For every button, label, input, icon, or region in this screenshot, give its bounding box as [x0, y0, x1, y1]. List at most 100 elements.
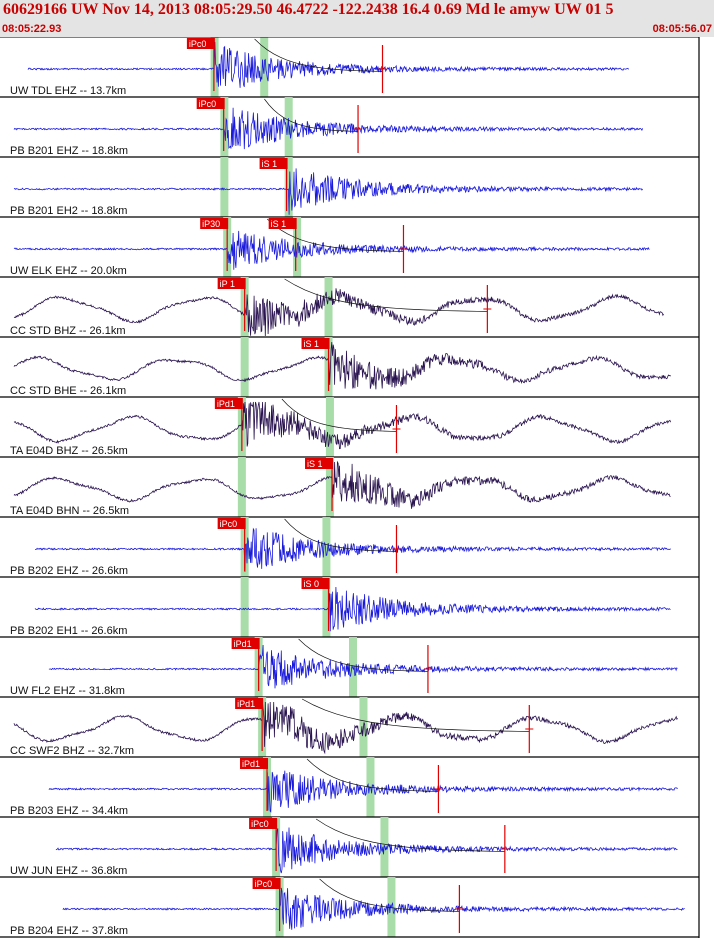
pick-label-box: [252, 878, 281, 889]
pick-label-box: [301, 338, 330, 349]
coda-curve: [266, 218, 404, 252]
pick-label-box: [249, 818, 278, 829]
pick-label-box: [200, 218, 229, 229]
waveform: [13, 401, 671, 450]
pick-label-box: [268, 218, 297, 229]
trace-panel: iPc0 UW TDL EHZ -- 13.7km: [0, 37, 699, 98]
station-label: TA E04D BHZ -- 26.5km: [10, 445, 128, 457]
header-bar: 60629166 UW Nov 14, 2013 08:05:29.50 46.…: [0, 0, 714, 37]
coda-curve: [264, 98, 359, 132]
trace-panel: iS 1 CC STD BHE -- 26.1km: [0, 337, 699, 398]
arrival-window: [240, 337, 249, 397]
pick-label: iP30: [202, 219, 220, 229]
pick-label-box: [214, 398, 243, 409]
pick-label: iPc0: [251, 819, 269, 829]
station-label: CC STD BHE -- 26.1km: [10, 385, 126, 397]
station-label: PB B202 EH1 -- 26.6km: [10, 625, 127, 637]
pick-label: iS 1: [307, 459, 323, 469]
pick-label: iPd1: [237, 699, 255, 709]
trace-panel: iS 1 TA E04D BHN -- 26.5km: [0, 457, 699, 518]
pick-label-box: [196, 98, 225, 109]
station-label: PB B204 EHZ -- 37.8km: [10, 925, 128, 937]
waveform: [34, 586, 671, 632]
coda-curve: [315, 818, 505, 852]
pick-label: iPc0: [199, 99, 217, 109]
station-label: TA E04D BHN -- 26.5km: [10, 505, 129, 517]
waveform: [48, 770, 678, 813]
trace-panel: iP30 iS 1 UW ELK EHZ -- 20.0km: [0, 217, 699, 278]
trace-panel: iPd1 UW FL2 EHZ -- 31.8km: [0, 637, 699, 698]
pick-label: iPd1: [234, 639, 252, 649]
waveform: [13, 168, 643, 215]
pick-label-box: [186, 38, 215, 49]
station-label: PB B201 EHZ -- 18.8km: [10, 145, 128, 157]
arrival-window: [240, 577, 249, 637]
arrival-window: [325, 397, 334, 457]
coda-curve: [319, 878, 460, 912]
pick-label: iPc0: [255, 879, 273, 889]
arrival-window: [324, 277, 333, 337]
arrival-window: [325, 457, 334, 517]
arrival-window: [322, 517, 331, 577]
arrival-window: [237, 457, 246, 517]
station-label: UW ELK EHZ -- 20.0km: [10, 265, 127, 277]
waveform: [13, 341, 671, 390]
pick-label: iS 0: [304, 579, 320, 589]
pick-label-box: [301, 578, 330, 589]
station-label: UW TDL EHZ -- 13.7km: [10, 85, 126, 97]
trace-panel: iPd1 PB B203 EHZ -- 34.4km: [0, 757, 699, 818]
station-label: UW FL2 EHZ -- 31.8km: [10, 685, 125, 697]
pick-label-box: [231, 638, 260, 649]
arrival-window: [348, 637, 357, 697]
waveform: [55, 827, 678, 874]
coda-curve: [284, 278, 488, 312]
waveform: [13, 107, 643, 150]
pick-label: iS 1: [262, 159, 278, 169]
arrival-window: [322, 577, 331, 637]
pick-label-box: [259, 158, 288, 169]
coda-curve: [298, 638, 428, 672]
end-time: 08:05:56.07: [652, 23, 712, 35]
arrival-window: [220, 157, 229, 217]
station-label: CC SWF2 BHZ -- 32.7km: [10, 745, 134, 757]
start-time: 08:05:22.93: [2, 23, 62, 35]
waveform: [13, 230, 650, 270]
pick-label: iPd1: [242, 759, 260, 769]
trace-panel: iS 1 PB B201 EH2 -- 18.8km: [0, 157, 699, 218]
arrival-window: [284, 157, 293, 217]
waveform: [48, 644, 678, 689]
coda-curve: [281, 398, 397, 432]
pick-label-box: [217, 278, 246, 289]
coda-curve: [306, 758, 439, 792]
trace-panel: iS 0 PB B202 EH1 -- 26.6km: [0, 577, 699, 638]
trace-panel: iPc0 PB B202 EHZ -- 26.6km: [0, 517, 699, 578]
pick-label: iS 1: [304, 339, 320, 349]
pick-label: iPc0: [220, 519, 238, 529]
pick-label-box: [305, 458, 334, 469]
waveform: [62, 887, 685, 930]
event-title: 60629166 UW Nov 14, 2013 08:05:29.50 46.…: [3, 1, 614, 18]
station-label: PB B202 EHZ -- 26.6km: [10, 565, 128, 577]
station-label: CC STD BHZ -- 26.1km: [10, 325, 126, 337]
pick-label: iS 1: [271, 219, 287, 229]
pick-label-box: [217, 518, 246, 529]
waveform: [13, 701, 678, 755]
trace-panel: iPd1 CC SWF2 BHZ -- 32.7km: [0, 697, 699, 758]
waveform: [13, 288, 664, 337]
station-label: PB B201 EH2 -- 18.8km: [10, 205, 127, 217]
trace-panel: iPd1 TA E04D BHZ -- 26.5km: [0, 397, 699, 458]
coda-curve: [301, 698, 530, 732]
trace-panel: iPc0 UW JUN EHZ -- 36.8km: [0, 817, 699, 878]
pick-label: iP 1: [220, 279, 235, 289]
pick-label: iPc0: [189, 39, 207, 49]
station-label: PB B203 EHZ -- 34.4km: [10, 805, 128, 817]
pick-label-box: [235, 698, 264, 709]
arrival-window: [220, 97, 229, 157]
waveform: [34, 527, 671, 572]
coda-curve: [284, 518, 397, 552]
trace-panel: iP 1 CC STD BHZ -- 26.1km: [0, 277, 699, 338]
coda-curve: [254, 38, 383, 72]
waveform: [27, 41, 629, 88]
trace-panel: iPc0 PB B204 EHZ -- 37.8km: [0, 877, 699, 938]
seismogram-panel: iPc0 UW TDL EHZ -- 13.7km iPc0 PB B201 EHZ …: [0, 37, 700, 938]
